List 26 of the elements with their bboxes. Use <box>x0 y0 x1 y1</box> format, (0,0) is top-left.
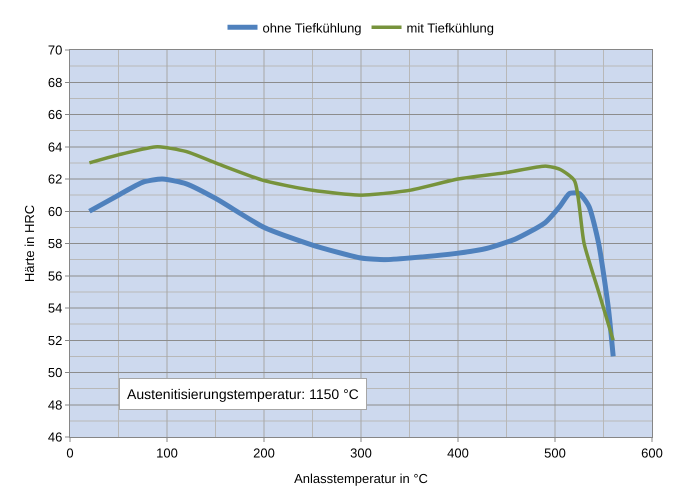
y-tick-label: 52 <box>48 332 62 348</box>
y-tick-label: 60 <box>48 204 62 219</box>
y-tick-label: 58 <box>48 236 62 252</box>
x-axis-title: Anlasstemperatur in °C <box>294 471 428 486</box>
x-tick-label: 0 <box>66 446 74 461</box>
y-tick-label: 68 <box>48 74 62 90</box>
annotation: Austenitisierungstemperatur: 1150 °C <box>127 386 359 402</box>
legend-label: mit Tiefkühlung <box>406 20 494 36</box>
y-tick-label: 54 <box>48 300 62 316</box>
x-tick-label: 100 <box>156 446 178 461</box>
y-tick-label: 48 <box>48 397 62 412</box>
y-tick-label: 70 <box>48 42 62 58</box>
x-tick-label: 600 <box>641 446 663 461</box>
y-axis-title: Härte in HRC <box>22 204 37 282</box>
y-tick-label: 50 <box>48 365 62 380</box>
legend-label: ohne Tiefkühlung <box>262 20 362 36</box>
y-tick-label: 66 <box>48 107 62 122</box>
y-tick-label: 56 <box>48 268 62 284</box>
x-tick-label: 400 <box>447 446 469 461</box>
y-tick-label: 64 <box>48 139 62 154</box>
line-series <box>88 145 615 342</box>
x-tick-label: 200 <box>253 446 275 461</box>
y-tick-label: 46 <box>48 430 62 445</box>
x-tick-label: 500 <box>544 446 566 461</box>
x-tick-label: 300 <box>350 446 372 461</box>
y-tick-label: 62 <box>48 172 62 187</box>
